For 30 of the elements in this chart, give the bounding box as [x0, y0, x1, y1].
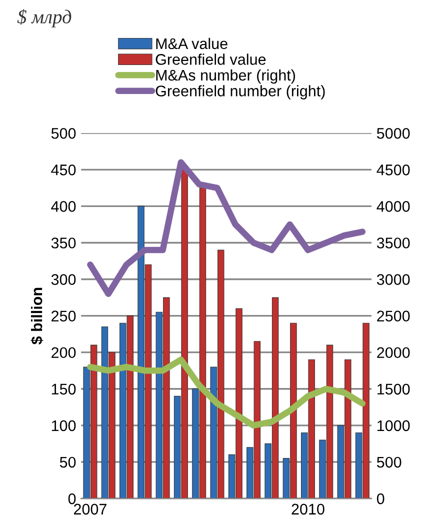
legend-label: Greenfield value [156, 54, 266, 65]
y2-tick-label: 3000 [376, 274, 410, 285]
legend-label: M&As number (right) [156, 69, 296, 84]
y2-tick-label: 1500 [378, 384, 410, 395]
y-tick-label: 100 [52, 420, 76, 432]
y-tick-label: 450 [51, 164, 76, 176]
legend-label: M&A value [156, 38, 228, 50]
y2-tick-label: 500 [376, 456, 402, 468]
x-tick-label: 2010 [292, 504, 324, 515]
y-tick-label: 250 [52, 310, 76, 322]
y-tick-label: 350 [51, 238, 76, 248]
y2-tick-label: 2500 [377, 310, 410, 322]
y-tick-label: 400 [51, 201, 76, 212]
legend-label: Greenfield number (right) [156, 85, 325, 100]
y-tick-label: 500 [51, 128, 76, 139]
y2-tick-label: 4000 [376, 201, 410, 212]
y2-tick-label: 3500 [376, 238, 410, 248]
y-tick-label: 200 [52, 347, 76, 358]
chart-title: $ млрд [17, 9, 72, 28]
y2-tick-label: 2000 [377, 347, 410, 358]
y2-tick-label: 5000 [376, 128, 410, 139]
y-axis-title: $ billion [30, 288, 44, 344]
y-tick-label: 0 [68, 493, 76, 504]
y-tick-label: 150 [52, 384, 76, 395]
y-tick-label: 300 [51, 274, 76, 285]
y2-tick-label: 4500 [376, 164, 410, 176]
y-tick-label: 50 [60, 456, 76, 468]
y2-tick-label: 1000 [378, 420, 410, 432]
y2-tick-label: 0 [376, 493, 384, 504]
x-tick-label: 2007 [74, 504, 106, 515]
